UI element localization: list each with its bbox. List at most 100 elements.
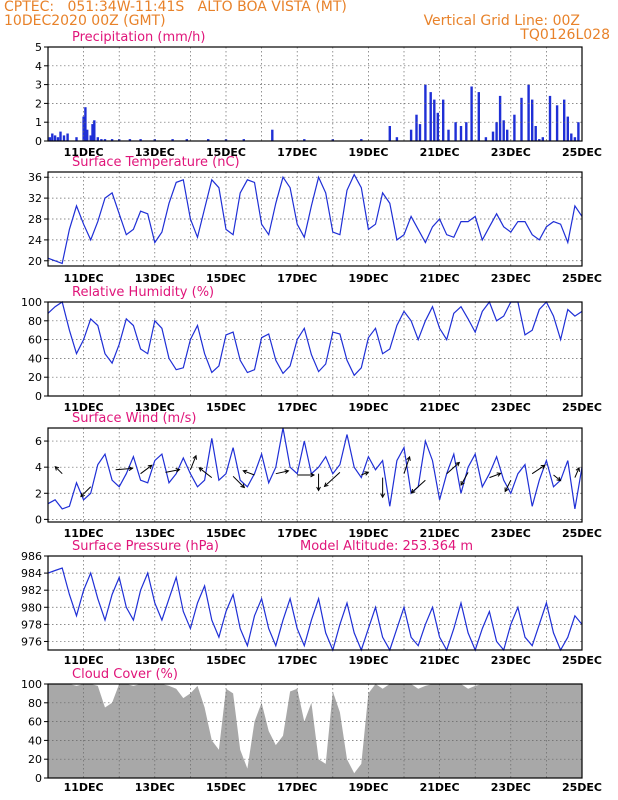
header-station: CPTEC: 051:34W-11:41S ALTO BOA VISTA (MT…: [4, 0, 347, 15]
panel-frame: [47, 46, 583, 142]
panel-title: Relative Humidity (%): [72, 285, 214, 300]
precip-bar: [506, 129, 509, 141]
precip-bar: [555, 105, 559, 141]
x-tick-label: 23DEC: [491, 146, 531, 159]
precip-bar: [84, 107, 87, 141]
wind-arrow-head: [54, 465, 60, 471]
wind-arrow: [553, 474, 561, 481]
header-code: TQ0126L028: [520, 27, 610, 43]
wind-arrow-head: [410, 488, 416, 494]
wind-arrow: [324, 472, 341, 487]
wind-arrow: [275, 470, 289, 475]
y-tick-label: 6: [35, 435, 42, 448]
y-tick-label: 36: [28, 171, 42, 184]
panel-frame: [47, 555, 583, 651]
wind-arrow: [361, 471, 369, 476]
wind-arrow: [165, 469, 180, 473]
precip-bar: [570, 133, 573, 141]
y-tick-label: 40: [28, 734, 42, 747]
precip-bar: [75, 137, 78, 141]
x-tick-label: 11DEC: [64, 654, 104, 667]
wind-arrow-head: [316, 486, 321, 492]
precip-bar: [59, 131, 62, 141]
wind-arrow-head: [128, 466, 134, 471]
wind-arrow-head: [455, 461, 461, 467]
y-tick-label: 0: [35, 135, 42, 148]
precip-bar: [171, 139, 174, 141]
precip-bar: [531, 99, 534, 141]
y-tick-label: 80: [28, 315, 42, 328]
x-tick-label: 15DEC: [206, 527, 246, 540]
precip-bar: [459, 126, 463, 141]
wind-arrow: [411, 479, 426, 494]
wind-arrow-head: [364, 471, 370, 476]
precip-bar: [577, 122, 580, 141]
y-tick-label: 20: [28, 753, 42, 766]
precip-bar: [303, 139, 306, 141]
x-tick-label: 13DEC: [135, 781, 175, 794]
cloud-cover-area: [48, 684, 582, 778]
wind-arrow: [446, 462, 460, 475]
x-tick-label: 19DEC: [348, 272, 388, 285]
x-tick-label: 13DEC: [135, 146, 175, 159]
precip-bar: [548, 95, 552, 141]
precip-bar: [96, 137, 99, 141]
wind-arrow-head: [380, 493, 385, 499]
panel-1: 20 24 28 32 36 11DEC 13DEC 15DEC 17DEC 19DEC 21DEC…: [28, 155, 602, 285]
panel-title: Surface Pressure (hPa): [72, 539, 219, 554]
precip-bar: [409, 129, 413, 141]
x-tick-label: 17DEC: [277, 401, 317, 414]
y-tick-label: 986: [21, 550, 42, 563]
precip-bar: [48, 137, 51, 141]
model-altitude-label: Model Altitude: 253.364 m: [300, 539, 473, 554]
wind-arrow: [574, 467, 580, 478]
x-tick-label: 11DEC: [64, 781, 104, 794]
precip-bar: [454, 122, 457, 141]
x-tick-label: 25DEC: [562, 527, 602, 540]
panel-frame: [47, 427, 583, 523]
y-tick-label: 980: [21, 601, 42, 614]
precip-bar: [573, 137, 577, 141]
y-tick-label: 24: [28, 234, 42, 247]
y-tick-label: 2: [35, 487, 42, 500]
y-tick-label: 1: [35, 116, 42, 129]
precip-bar: [62, 135, 66, 141]
precip-bar: [271, 129, 274, 141]
series-line: [47, 427, 583, 510]
wind-arrow-head: [198, 467, 204, 472]
wind-arrow-head: [496, 472, 502, 477]
x-tick-label: 17DEC: [277, 781, 317, 794]
x-tick-label: 19DEC: [348, 401, 388, 414]
x-tick-label: 15DEC: [206, 781, 246, 794]
precip-bar: [56, 137, 60, 141]
precip-bar: [139, 139, 142, 141]
x-tick-label: 19DEC: [348, 527, 388, 540]
x-tick-label: 17DEC: [277, 272, 317, 285]
y-tick-label: 20: [28, 371, 42, 384]
wind-arrow-head: [504, 487, 509, 493]
precip-bar: [538, 139, 541, 141]
x-tick-label: 25DEC: [562, 781, 602, 794]
panel-4: 976 978 980 982 984 986 11DEC 13DEC 15DEC 17DEC 19…: [21, 539, 602, 667]
wind-arrow-head: [323, 482, 329, 488]
precip-bar: [447, 129, 450, 141]
precip-bar: [360, 139, 363, 141]
precip-bar: [110, 139, 114, 141]
precip-bar: [563, 99, 566, 141]
wind-arrow: [54, 466, 63, 475]
y-tick-label: 32: [28, 192, 42, 205]
x-tick-label: 13DEC: [135, 654, 175, 667]
precip-bar: [51, 133, 54, 141]
wind-arrow: [232, 475, 245, 488]
x-tick-label: 19DEC: [348, 781, 388, 794]
precip-bar: [86, 129, 89, 141]
panel-title: Precipitation (mm/h): [72, 30, 205, 45]
precip-bar: [66, 133, 69, 141]
y-tick-label: 60: [28, 334, 42, 347]
x-tick-label: 21DEC: [420, 527, 460, 540]
x-tick-label: 11DEC: [64, 401, 104, 414]
precip-bar: [429, 92, 432, 141]
y-tick-label: 80: [28, 697, 42, 710]
precip-bar: [207, 139, 210, 141]
